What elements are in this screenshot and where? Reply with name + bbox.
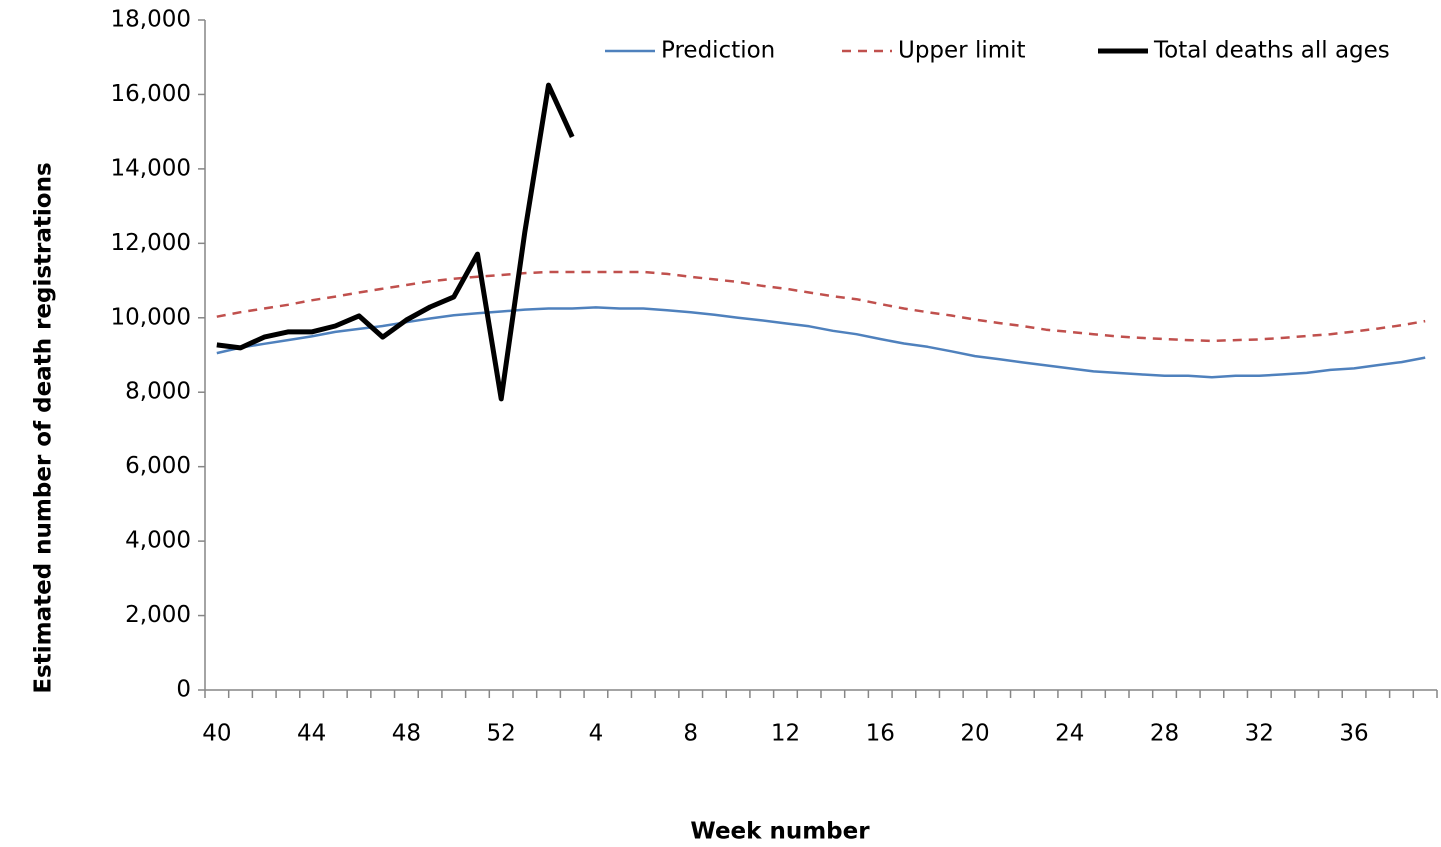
y-tick-label: 10,000 — [111, 304, 191, 330]
y-tick-label: 14,000 — [111, 155, 191, 181]
series-line — [216, 270, 1426, 343]
x-tick-label: 36 — [1339, 721, 1368, 747]
y-tick-label: 4,000 — [125, 528, 191, 554]
y-tick-label: 18,000 — [111, 7, 191, 33]
x-tick-label: 32 — [1245, 721, 1274, 747]
series-line — [216, 306, 1426, 379]
x-tick-label: 40 — [202, 721, 231, 747]
y-tick-label: 6,000 — [125, 453, 191, 479]
x-tick-label: 16 — [866, 721, 895, 747]
x-tick-label: 48 — [392, 721, 421, 747]
y-tick-label: 0 — [176, 677, 191, 703]
y-tick-label: 16,000 — [111, 81, 191, 107]
x-tick-label: 44 — [297, 721, 326, 747]
x-axis-label: Week number — [690, 819, 870, 845]
x-tick-label: 28 — [1150, 721, 1179, 747]
y-tick-label: 12,000 — [111, 230, 191, 256]
legend-label: Total deaths all ages — [1153, 38, 1390, 64]
series-line — [216, 82, 575, 402]
x-tick-label: 12 — [771, 721, 800, 747]
x-tick-label: 20 — [960, 721, 989, 747]
x-tick-label: 52 — [487, 721, 516, 747]
x-tick-label: 4 — [589, 721, 604, 747]
x-tick-label: 8 — [683, 721, 698, 747]
legend-label: Prediction — [661, 38, 775, 64]
y-axis-label: Estimated number of death registrations — [31, 162, 57, 693]
legend-label: Upper limit — [898, 38, 1026, 64]
y-tick-label: 8,000 — [125, 379, 191, 405]
y-tick-label: 2,000 — [125, 602, 191, 628]
x-tick-label: 24 — [1055, 721, 1084, 747]
